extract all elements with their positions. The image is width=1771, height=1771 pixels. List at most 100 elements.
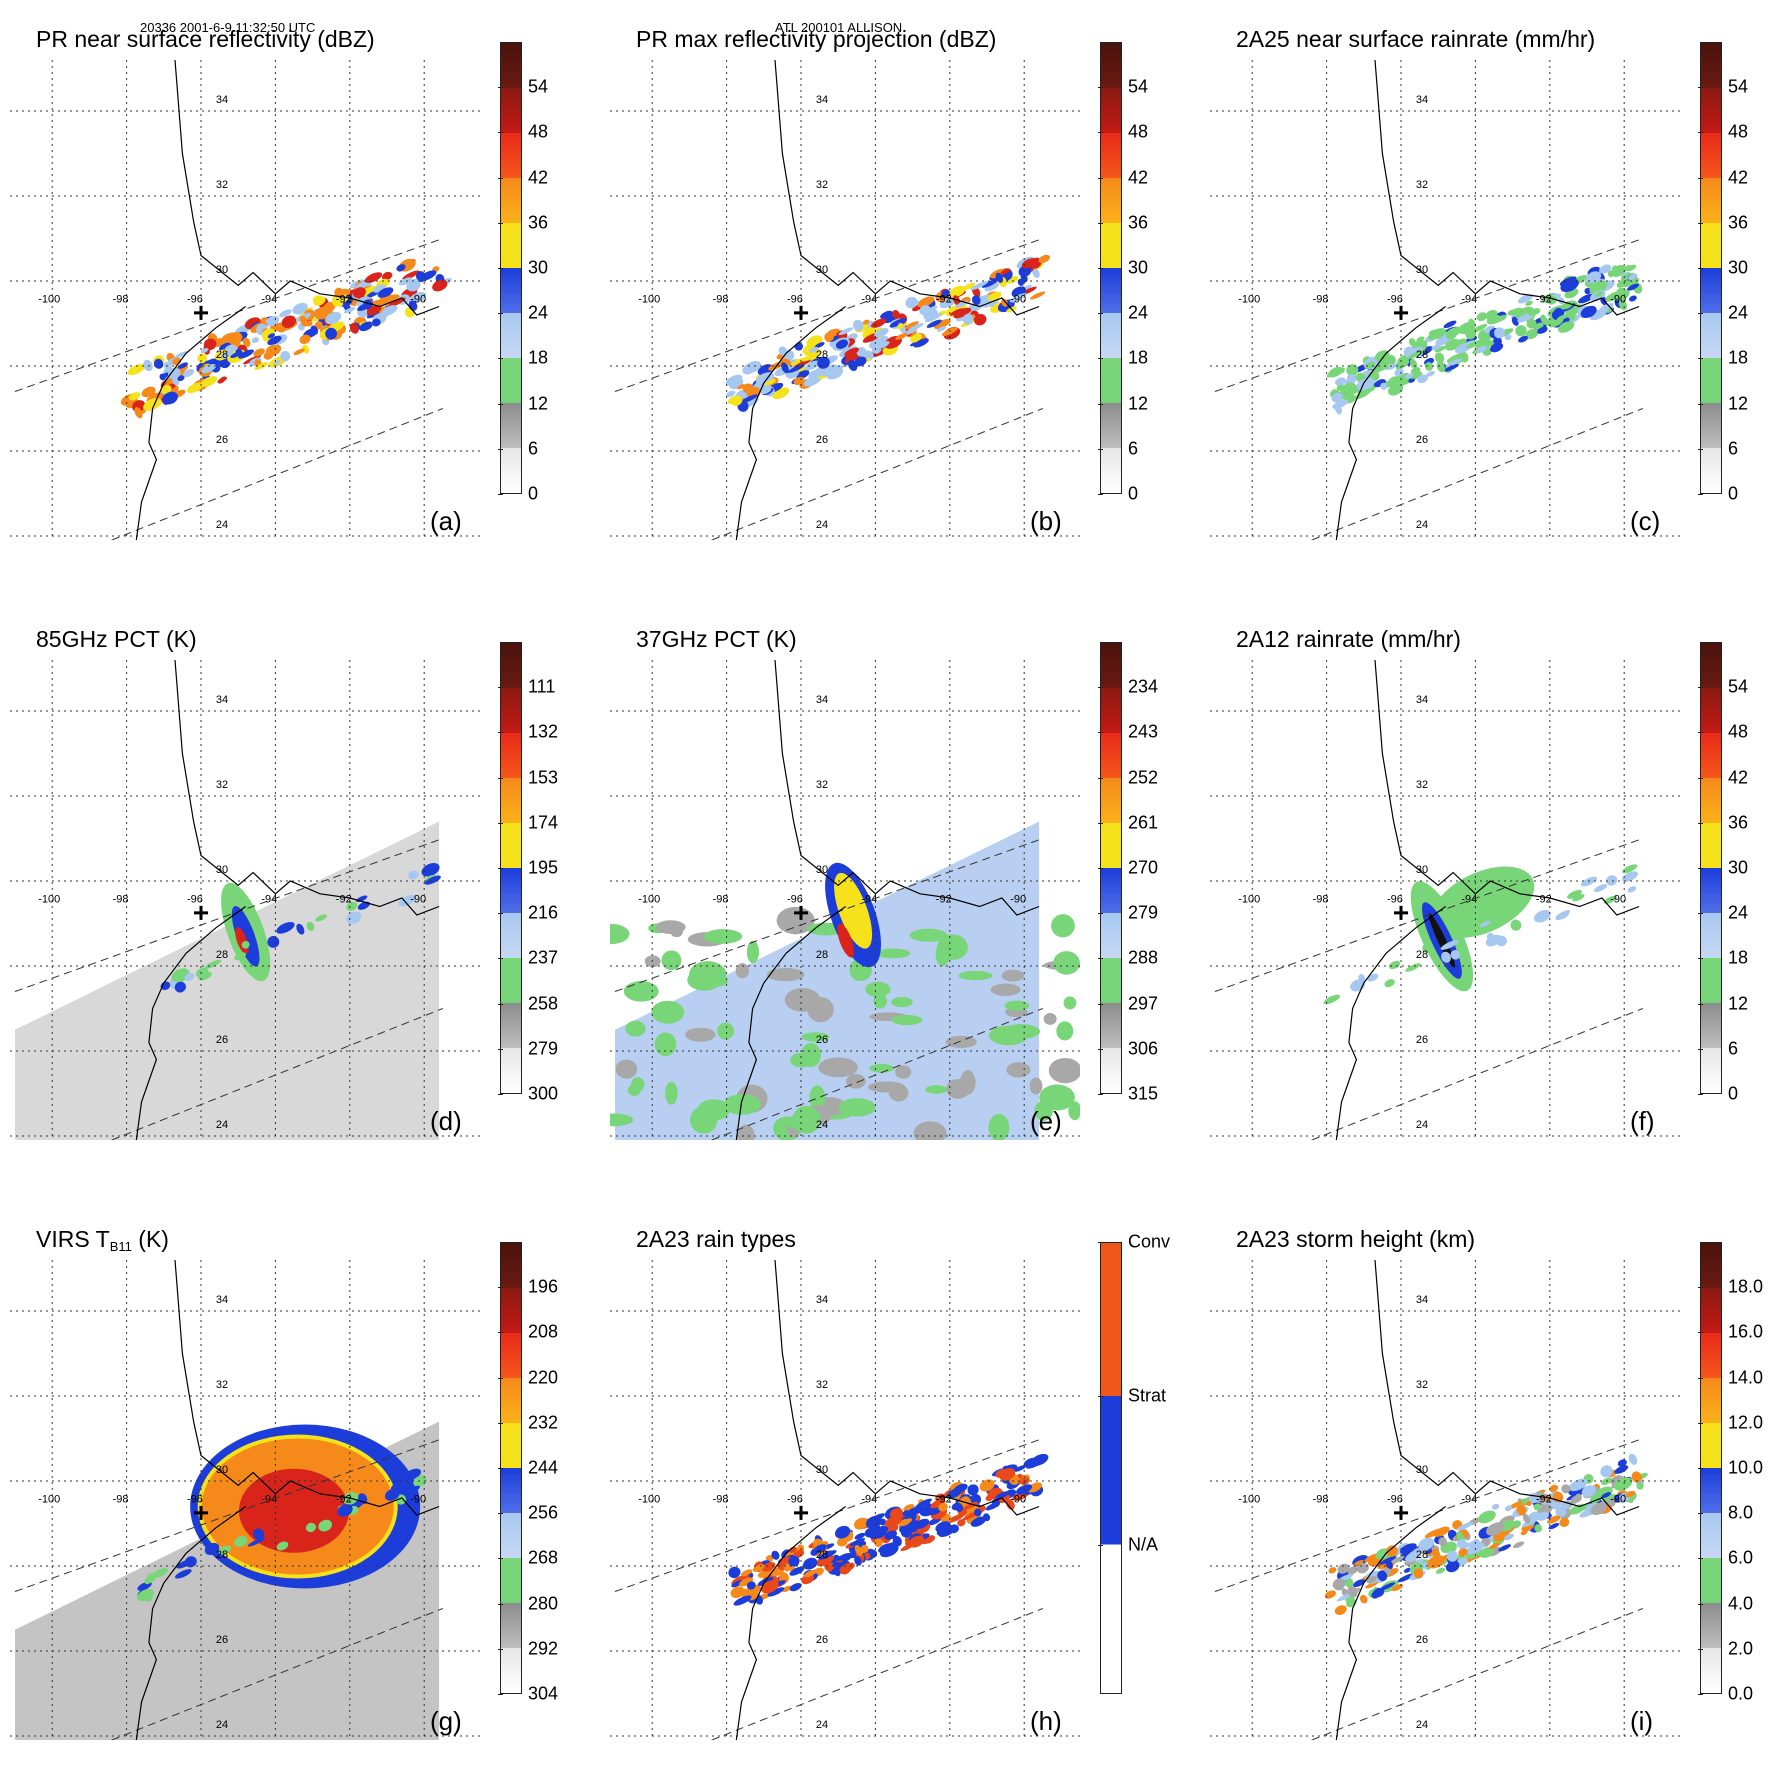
lat-label: 28 bbox=[816, 949, 828, 961]
lat-label: 24 bbox=[216, 1719, 228, 1731]
rain-cell bbox=[834, 872, 873, 949]
colorbar-tick-mark bbox=[1698, 958, 1703, 960]
rain-cell bbox=[1520, 1530, 1528, 1536]
rain-cell bbox=[1476, 312, 1488, 322]
rain-cell bbox=[913, 1518, 930, 1530]
rain-cell bbox=[220, 350, 233, 359]
rain-cell bbox=[971, 295, 981, 305]
rain-cell bbox=[623, 981, 659, 1002]
rain-cell bbox=[415, 271, 427, 283]
rain-cell bbox=[1618, 299, 1628, 311]
rain-cell bbox=[610, 923, 630, 945]
panel-title: 2A12 rainrate (mm/hr) bbox=[1236, 626, 1461, 652]
panel-letter: (f) bbox=[1630, 1106, 1655, 1136]
rain-cell bbox=[1621, 871, 1638, 882]
rain-cell bbox=[1504, 334, 1512, 341]
colorbar-tick-mark bbox=[1098, 868, 1103, 869]
rain-cell bbox=[1334, 1605, 1347, 1615]
panel-c: 2A25 near surface rainrate (mm/hr) -100 -9… bbox=[1200, 0, 1760, 560]
rain-cell bbox=[1626, 283, 1640, 291]
rain-cell bbox=[1569, 1478, 1588, 1492]
coastline bbox=[774, 1260, 1040, 1516]
lon-label: -100 bbox=[38, 1493, 60, 1505]
colorbar-tick-label: 258 bbox=[528, 993, 559, 1014]
rain-cell bbox=[1359, 1594, 1368, 1604]
rain-cell bbox=[371, 318, 381, 327]
rain-cell bbox=[941, 289, 950, 297]
rain-cell bbox=[889, 318, 907, 328]
colorbar-tick-label: 8.0 bbox=[1728, 1502, 1754, 1523]
rain-cell bbox=[947, 1488, 962, 1499]
rain-cell bbox=[933, 318, 951, 330]
rain-cell bbox=[735, 963, 749, 979]
rain-cell bbox=[1038, 254, 1050, 264]
colorbar-tick-label: 36 bbox=[1728, 812, 1749, 833]
rain-cell bbox=[1424, 361, 1434, 371]
rain-cell bbox=[408, 870, 419, 880]
rain-cell bbox=[990, 983, 1021, 997]
rain-cell bbox=[346, 901, 358, 911]
lon-label: -90 bbox=[1010, 1493, 1026, 1505]
rain-cell bbox=[869, 1063, 895, 1073]
lat-label: 26 bbox=[216, 1034, 228, 1046]
plus-icon bbox=[1394, 1505, 1408, 1520]
rain-cell bbox=[937, 934, 968, 961]
colorbar-tick-mark bbox=[1698, 777, 1703, 779]
rain-cell bbox=[1456, 1521, 1474, 1531]
map-canvas: -100 -98 -96 -94 -92 -90 34 32 30 28 26 24 bbox=[10, 660, 480, 1140]
rain-cell bbox=[1515, 325, 1527, 337]
lon-label: -94 bbox=[861, 293, 877, 305]
lat-label: 28 bbox=[216, 949, 228, 961]
lat-label: 32 bbox=[1416, 179, 1428, 191]
rain-cell bbox=[1444, 363, 1459, 372]
rain-cell bbox=[313, 295, 326, 306]
rain-cell bbox=[661, 950, 682, 971]
rain-cell bbox=[230, 351, 243, 359]
rain-cell bbox=[238, 349, 255, 359]
rain-cell bbox=[875, 948, 911, 959]
panel-letter: (i) bbox=[1630, 1706, 1654, 1736]
rain-cell bbox=[1029, 1077, 1043, 1095]
coastline bbox=[735, 1506, 846, 1740]
rain-cell bbox=[854, 1517, 869, 1530]
rain-cell bbox=[1001, 969, 1024, 982]
rain-cell bbox=[241, 940, 250, 949]
colorbar-tick-mark bbox=[1098, 494, 1103, 495]
rain-cell bbox=[746, 1581, 756, 1590]
colorbar-tick-label: 0 bbox=[528, 483, 539, 504]
rain-cell bbox=[814, 342, 825, 349]
lat-label: 24 bbox=[816, 519, 828, 531]
colorbar-tick-label: 36 bbox=[1128, 212, 1149, 233]
rain-cell bbox=[1534, 1524, 1543, 1533]
rain-cell bbox=[1392, 384, 1401, 391]
rain-cell bbox=[767, 1587, 785, 1597]
colorbar-tick-label: 279 bbox=[1128, 902, 1159, 923]
colorbar-tick-mark bbox=[498, 1003, 503, 1005]
rain-cell bbox=[854, 1556, 862, 1566]
rain-cell bbox=[299, 315, 308, 327]
colorbar-gradient bbox=[1700, 642, 1722, 1094]
colorbar-tick-label: 208 bbox=[528, 1321, 559, 1342]
rain-cell bbox=[1347, 1586, 1358, 1598]
colorbar-tick-label: 174 bbox=[528, 812, 559, 833]
colorbar-tick-label: 243 bbox=[1128, 721, 1159, 742]
rain-cell bbox=[945, 1035, 977, 1048]
rain-cell bbox=[1417, 374, 1428, 384]
colorbar-tick-mark bbox=[498, 958, 503, 960]
rain-cell bbox=[1422, 1562, 1429, 1570]
rain-cell bbox=[1408, 338, 1416, 347]
rain-cell bbox=[346, 911, 362, 925]
colorbar-tick-mark bbox=[1698, 132, 1703, 134]
rain-cell bbox=[985, 1494, 994, 1502]
rain-cell bbox=[1053, 951, 1080, 975]
rain-cell bbox=[909, 928, 948, 942]
rain-cell bbox=[979, 1479, 995, 1492]
rain-cell bbox=[846, 1073, 866, 1089]
lon-label: -98 bbox=[713, 293, 729, 305]
lat-label: 24 bbox=[1416, 1719, 1428, 1731]
lon-label: -92 bbox=[336, 893, 352, 905]
colorbar-tick-label: 30 bbox=[528, 257, 549, 278]
colorbar-tick-label: 18 bbox=[1728, 347, 1749, 368]
rain-cell bbox=[325, 311, 342, 325]
rain-cell bbox=[1450, 949, 1461, 960]
